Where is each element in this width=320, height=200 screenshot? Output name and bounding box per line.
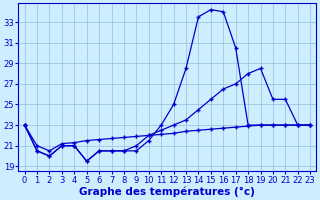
X-axis label: Graphe des températures (°c): Graphe des températures (°c) xyxy=(79,186,255,197)
